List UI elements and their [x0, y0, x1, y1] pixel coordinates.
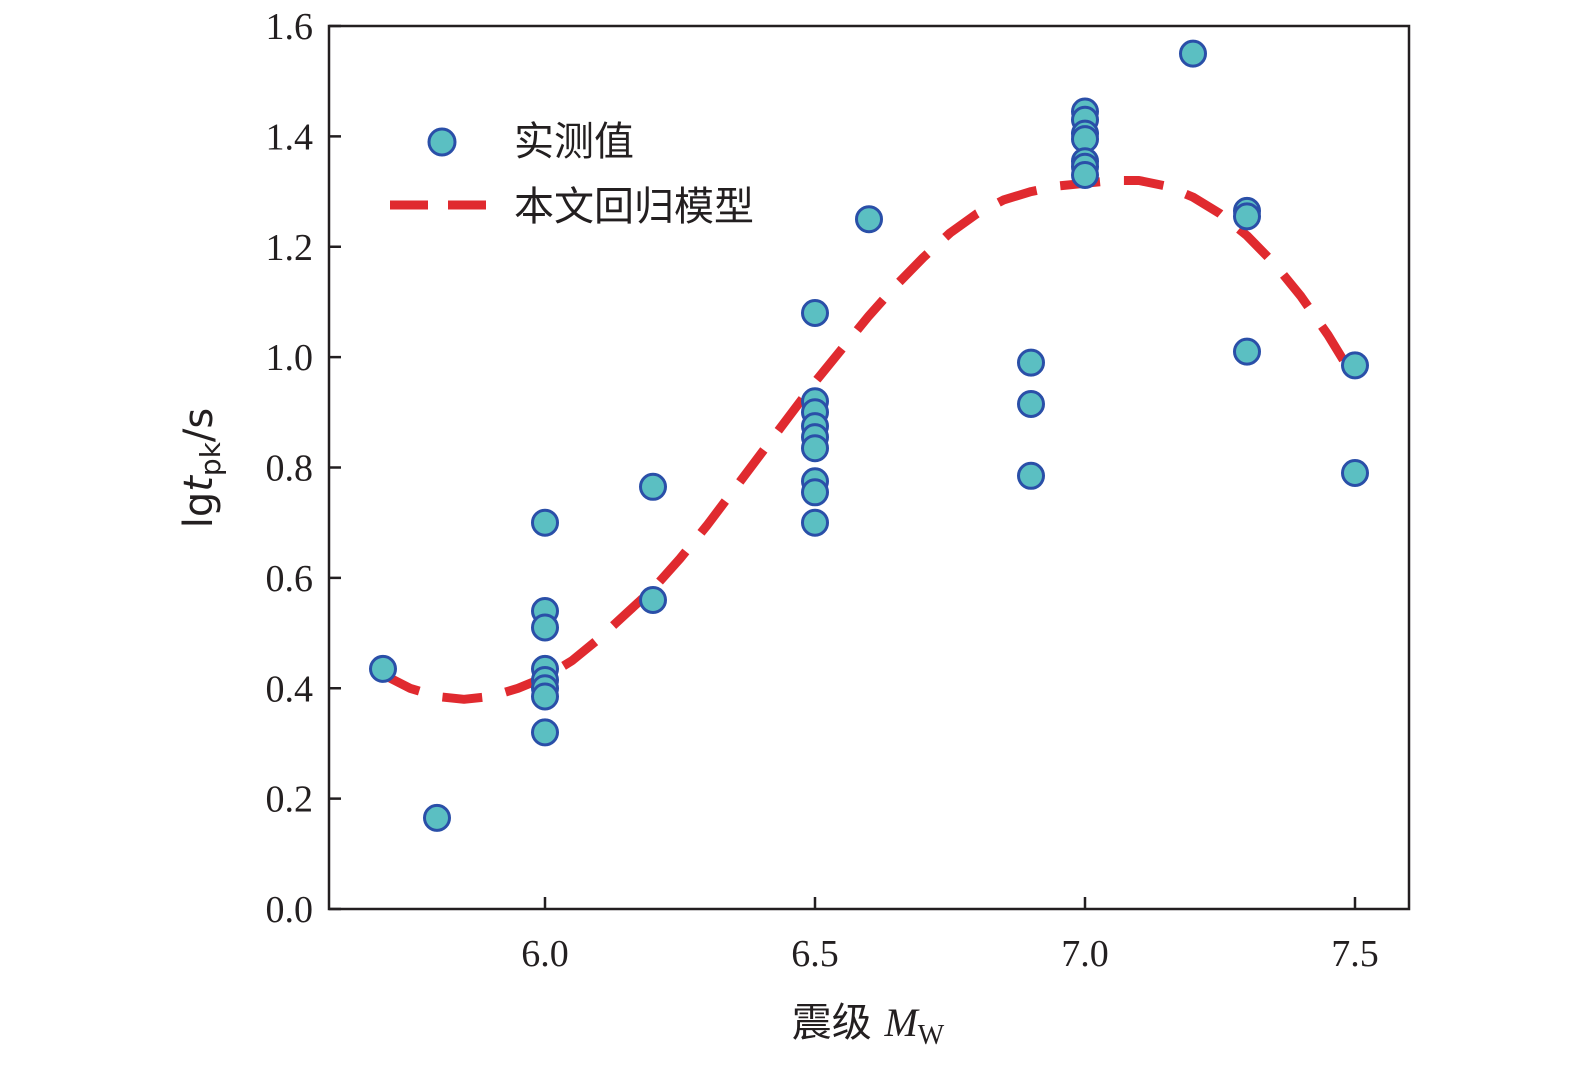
scatter-point	[1017, 348, 1045, 377]
scatter-point	[369, 654, 397, 683]
scatter-point	[1233, 202, 1261, 231]
regression-line-layer	[380, 176, 1359, 704]
y-tick-label: 0.8	[266, 448, 314, 490]
scatter-point	[801, 299, 829, 327]
scatter-point	[1017, 390, 1045, 418]
scatter-point	[1017, 461, 1045, 490]
scatter-point	[531, 613, 559, 642]
y-axis-label: lgtpk/s	[176, 408, 227, 529]
x-axis-label: 震级 MW	[792, 1000, 945, 1051]
legend-label-observed: 实测值	[514, 119, 634, 165]
scatter-point	[1341, 351, 1369, 380]
tick-labels: 6.0 6.5 7.0 7.5 0.0 0.2 0.4 0.6 0.8 1.0 1.2 1.4 1.6	[266, 6, 1379, 975]
y-axis-label-pre: lg	[176, 492, 222, 529]
scatter-point	[639, 472, 667, 501]
x-tick-label: 7.0	[1061, 933, 1109, 975]
scatter-point	[639, 586, 667, 614]
legend: 实测值 本文回归模型	[390, 119, 754, 230]
y-tick-label: 0.2	[266, 779, 314, 821]
y-axis-label-var: t	[176, 475, 222, 492]
scatter-point	[531, 718, 559, 747]
regression-line	[380, 176, 1359, 704]
scatter-point	[1179, 39, 1207, 68]
scatter-point	[423, 803, 451, 832]
x-tick-label: 7.5	[1331, 933, 1379, 975]
y-axis-label-sub: pk	[194, 441, 227, 476]
y-tick-label: 0.4	[266, 668, 314, 710]
y-tick-label: 1.6	[266, 6, 314, 48]
scatter-point	[801, 478, 829, 507]
scatter-point	[531, 682, 559, 711]
y-tick-label: 1.4	[266, 116, 314, 158]
scatter-point	[531, 508, 559, 537]
scatter-point	[1071, 161, 1099, 189]
x-tick-label: 6.0	[521, 933, 569, 975]
scatter-point	[801, 508, 829, 537]
y-tick-label: 0.6	[266, 558, 314, 600]
y-tick-label: 1.2	[266, 227, 314, 269]
legend-label-model: 本文回归模型	[514, 184, 754, 230]
legend-marker-observed	[427, 127, 457, 157]
y-axis-label-post: /s	[176, 408, 222, 442]
scatter-point	[1233, 337, 1261, 366]
x-axis-label-sub: W	[918, 1020, 945, 1051]
scatter-point	[855, 205, 883, 234]
scatter-point	[801, 434, 829, 463]
axis-ticks	[329, 24, 1357, 911]
x-axis-label-var: M	[883, 1000, 920, 1045]
x-axis-label-main: 震级	[792, 1000, 885, 1046]
y-tick-label: 0.0	[266, 889, 314, 931]
y-tick-label: 1.0	[266, 337, 314, 379]
x-tick-label: 6.5	[791, 933, 839, 975]
scatter-point	[1341, 459, 1369, 487]
scatter-points-layer	[369, 39, 1369, 832]
plot-frame	[327, 24, 1411, 911]
